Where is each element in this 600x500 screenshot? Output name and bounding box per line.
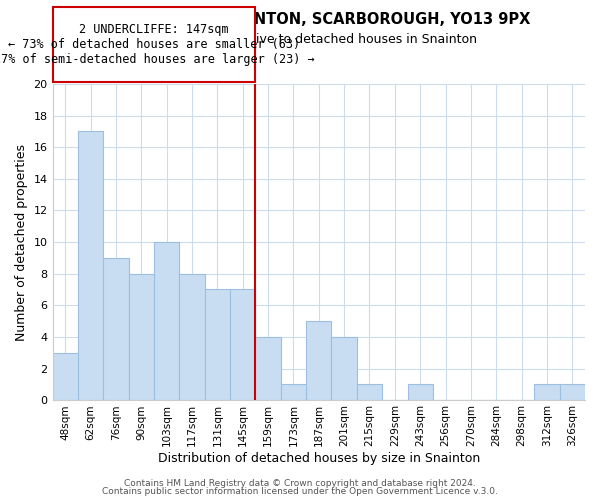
- Bar: [331, 337, 357, 400]
- Bar: [534, 384, 560, 400]
- Bar: [128, 274, 154, 400]
- Bar: [53, 352, 78, 400]
- Y-axis label: Number of detached properties: Number of detached properties: [15, 144, 28, 340]
- Bar: [256, 337, 281, 400]
- Text: Size of property relative to detached houses in Snainton: Size of property relative to detached ho…: [124, 32, 476, 46]
- Bar: [103, 258, 128, 400]
- X-axis label: Distribution of detached houses by size in Snainton: Distribution of detached houses by size …: [158, 452, 480, 465]
- Bar: [560, 384, 585, 400]
- Text: Contains HM Land Registry data © Crown copyright and database right 2024.: Contains HM Land Registry data © Crown c…: [124, 478, 476, 488]
- Bar: [154, 242, 179, 400]
- Bar: [179, 274, 205, 400]
- Bar: [306, 321, 331, 400]
- Bar: [205, 290, 230, 400]
- Bar: [407, 384, 433, 400]
- Bar: [357, 384, 382, 400]
- Text: Contains public sector information licensed under the Open Government Licence v.: Contains public sector information licen…: [102, 487, 498, 496]
- Text: 2 UNDERCLIFFE: 147sqm
← 73% of detached houses are smaller (63)
27% of semi-deta: 2 UNDERCLIFFE: 147sqm ← 73% of detached …: [0, 22, 314, 66]
- Bar: [78, 132, 103, 400]
- Text: 2, UNDERCLIFFE, SNAINTON, SCARBOROUGH, YO13 9PX: 2, UNDERCLIFFE, SNAINTON, SCARBOROUGH, Y…: [70, 12, 530, 28]
- Bar: [230, 290, 256, 400]
- Bar: [281, 384, 306, 400]
